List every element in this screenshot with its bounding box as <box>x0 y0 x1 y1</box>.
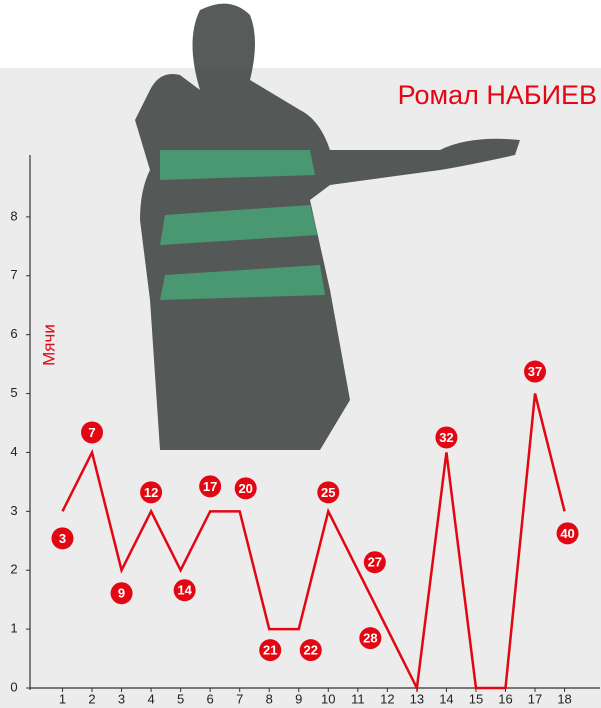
x-tick-label: 12 <box>380 691 394 706</box>
x-tick-label: 4 <box>147 691 154 706</box>
x-tick-label: 8 <box>266 691 273 706</box>
x-tick-label: 6 <box>207 691 214 706</box>
x-tick-label: 11 <box>351 691 365 706</box>
total-label: 40 <box>560 526 574 541</box>
y-tick-label: 0 <box>10 679 17 694</box>
x-tick-label: 10 <box>321 691 335 706</box>
total-label: 7 <box>88 425 95 440</box>
x-tick-label: 17 <box>528 691 542 706</box>
x-tick-label: 14 <box>439 691 453 706</box>
total-label: 32 <box>439 430 453 445</box>
total-label: 20 <box>238 481 252 496</box>
y-tick-label: 6 <box>10 326 17 341</box>
y-tick-label: 5 <box>10 385 17 400</box>
total-label: 12 <box>144 485 158 500</box>
x-tick-label: 7 <box>236 691 243 706</box>
total-label: 27 <box>368 555 382 570</box>
total-label: 25 <box>321 485 335 500</box>
total-label: 21 <box>263 643 277 658</box>
x-tick-label: 1 <box>59 691 66 706</box>
y-tick-label: 2 <box>10 562 17 577</box>
total-label: 22 <box>304 643 318 658</box>
total-label: 9 <box>118 586 125 601</box>
chart-title: Ромал НАБИЕВ <box>398 80 597 110</box>
total-label: 28 <box>363 631 377 646</box>
y-tick-label: 8 <box>10 208 17 223</box>
x-tick-label: 16 <box>498 691 512 706</box>
y-axis-label: Мячи <box>39 324 58 366</box>
total-label: 17 <box>203 479 217 494</box>
x-tick-label: 18 <box>557 691 571 706</box>
x-tick-label: 13 <box>410 691 424 706</box>
total-label: 14 <box>177 583 192 598</box>
y-tick-label: 7 <box>10 267 17 282</box>
x-tick-label: 2 <box>88 691 95 706</box>
x-tick-label: 5 <box>177 691 184 706</box>
y-tick-label: 4 <box>10 444 17 459</box>
x-tick-label: 15 <box>469 691 483 706</box>
y-tick-label: 3 <box>10 503 17 518</box>
total-label: 37 <box>528 364 542 379</box>
x-tick-label: 9 <box>295 691 302 706</box>
chart: Ромал НАБИЕВ Мячи 0123456781234567891011… <box>0 0 601 708</box>
y-tick-label: 1 <box>10 621 17 636</box>
page: Ромал НАБИЕВ Мячи 0123456781234567891011… <box>0 0 601 708</box>
x-tick-label: 3 <box>118 691 125 706</box>
total-label: 3 <box>59 531 66 546</box>
